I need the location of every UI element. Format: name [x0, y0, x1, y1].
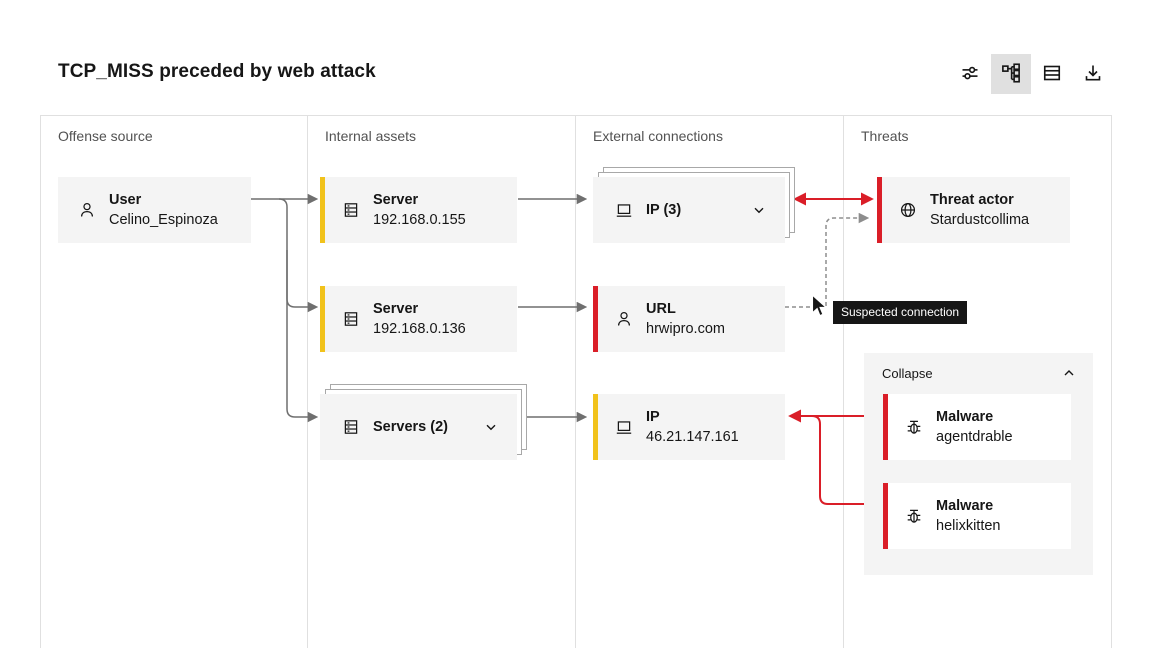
column-border-left — [40, 115, 41, 648]
node-server-136[interactable]: Server 192.168.0.136 — [320, 286, 517, 352]
bug-icon — [905, 507, 923, 525]
node-title: IP — [646, 409, 660, 425]
node-url[interactable]: URL hrwipro.com — [593, 286, 785, 352]
node-title: Server — [373, 192, 419, 208]
column-header-threats: Threats — [861, 128, 909, 144]
node-title: Servers (2) — [373, 419, 448, 435]
column-border-right — [1111, 115, 1112, 648]
screen-icon — [615, 201, 633, 219]
column-divider-1 — [307, 115, 308, 648]
column-divider-2 — [575, 115, 576, 648]
graph-frame-top-border — [40, 115, 1112, 116]
server-rack-icon — [342, 418, 360, 436]
user-icon — [615, 310, 633, 328]
download-icon — [1083, 63, 1103, 86]
node-value: 192.168.0.136 — [373, 321, 466, 337]
node-title: Threat actor — [930, 192, 1014, 208]
node-threat-actor[interactable]: Threat actor Stardustcollima — [877, 177, 1070, 243]
node-value: Celino_Espinoza — [109, 212, 218, 228]
suspected-connection-tooltip: Suspected connection — [833, 301, 968, 324]
view-toolbar — [950, 54, 1113, 94]
screen-icon — [615, 418, 633, 436]
node-ip-group[interactable]: IP (3) — [593, 177, 785, 243]
node-title: Malware — [936, 498, 994, 514]
page-title: TCP_MISS preceded by web attack — [58, 61, 376, 82]
chevron-up-icon[interactable] — [1061, 365, 1077, 381]
column-divider-3 — [843, 115, 844, 648]
node-value: helixkitten — [936, 518, 1001, 534]
node-malware-agentdrable[interactable]: Malware agentdrable — [883, 394, 1071, 460]
node-user[interactable]: User Celino_Espinoza — [58, 177, 251, 243]
server-rack-icon — [342, 201, 360, 219]
node-value: 46.21.147.161 — [646, 429, 739, 445]
node-value: agentdrable — [936, 429, 1013, 445]
column-header-internal-assets: Internal assets — [325, 128, 417, 144]
node-value: hrwipro.com — [646, 321, 725, 337]
server-rack-icon — [342, 310, 360, 328]
bug-icon — [905, 418, 923, 436]
filter-settings-button[interactable] — [950, 54, 990, 94]
node-title: Server — [373, 301, 419, 317]
globe-icon — [899, 201, 917, 219]
graph-view-button[interactable] — [991, 54, 1031, 94]
node-title: IP (3) — [646, 202, 682, 218]
node-title: URL — [646, 301, 676, 317]
tree-view-icon — [1001, 62, 1021, 86]
chevron-down-icon[interactable] — [751, 202, 767, 218]
mouse-cursor-icon — [809, 293, 831, 323]
table-view-button[interactable] — [1032, 54, 1072, 94]
column-header-external-connections: External connections — [593, 128, 723, 144]
node-value: 192.168.0.155 — [373, 212, 466, 228]
node-server-155[interactable]: Server 192.168.0.155 — [320, 177, 517, 243]
user-icon — [78, 201, 96, 219]
collapse-label: Collapse — [882, 365, 933, 381]
node-title: User — [109, 192, 142, 208]
node-ip[interactable]: IP 46.21.147.161 — [593, 394, 785, 460]
settings-adjust-icon — [960, 63, 980, 86]
table-view-icon — [1042, 63, 1062, 86]
node-malware-helixkitten[interactable]: Malware helixkitten — [883, 483, 1071, 549]
chevron-down-icon[interactable] — [483, 419, 499, 435]
node-title: Malware — [936, 409, 994, 425]
node-servers-group[interactable]: Servers (2) — [320, 394, 517, 460]
download-button[interactable] — [1073, 54, 1113, 94]
threat-collapse-panel: Collapse Malware agentdrable Malware hel… — [864, 353, 1093, 575]
column-header-offense-source: Offense source — [58, 128, 153, 144]
node-value: Stardustcollima — [930, 212, 1030, 228]
